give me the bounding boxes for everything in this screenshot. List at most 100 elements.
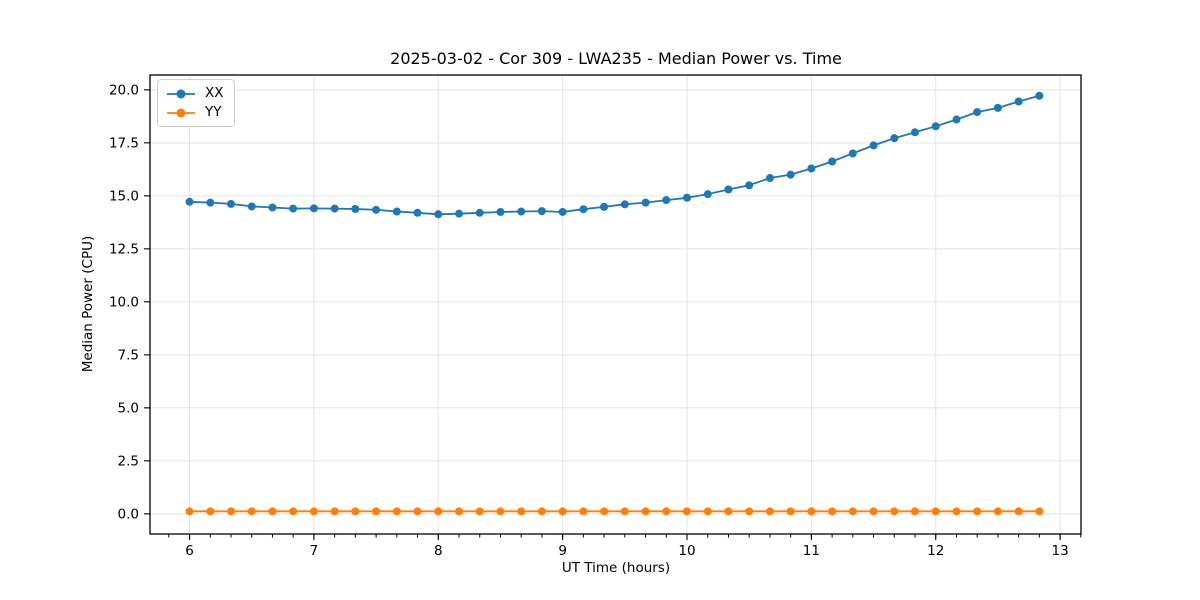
x-tick-label: 9 (558, 543, 567, 559)
data-point-xx (952, 115, 961, 124)
data-point-yy (745, 507, 754, 516)
data-point-yy (1035, 507, 1044, 516)
data-point-yy (620, 507, 629, 516)
y-tick-label: 17.5 (109, 135, 139, 151)
data-point-xx (1014, 97, 1023, 106)
data-point-yy (993, 507, 1002, 516)
legend-marker-yy (167, 108, 195, 117)
x-tick-label: 7 (310, 543, 319, 559)
data-point-yy (1014, 507, 1023, 516)
legend-item-yy: YY (166, 104, 224, 121)
data-point-xx (993, 103, 1002, 112)
data-point-xx (268, 203, 277, 212)
plot-border (149, 74, 1082, 535)
data-point-yy (952, 507, 961, 516)
x-tick-label: 6 (185, 543, 194, 559)
data-point-yy (268, 507, 277, 516)
x-tick-label: 10 (678, 543, 695, 559)
y-axis-label: Median Power (CPU) (80, 235, 96, 373)
data-point-yy (226, 507, 235, 516)
data-point-yy (289, 507, 298, 516)
data-point-yy (807, 507, 816, 516)
data-point-xx (890, 134, 899, 143)
data-point-yy (434, 507, 443, 516)
x-axis-label: UT Time (hours) (561, 560, 671, 576)
y-tick-label: 15.0 (109, 188, 139, 204)
data-point-xx (869, 141, 878, 150)
data-point-xx (309, 204, 318, 213)
data-point-xx (1035, 91, 1044, 100)
x-tick-label: 13 (1052, 543, 1069, 559)
data-point-xx (206, 198, 215, 207)
data-point-yy (413, 507, 422, 516)
y-tick-label: 7.5 (118, 347, 139, 363)
y-tick-label: 0.0 (118, 506, 139, 522)
data-point-xx (579, 205, 588, 214)
data-point-yy (765, 507, 774, 516)
data-point-xx (455, 209, 464, 218)
data-point-yy (517, 507, 526, 516)
legend: XX YY (157, 79, 235, 127)
data-point-xx (372, 205, 381, 214)
data-point-xx (434, 210, 443, 219)
data-point-xx (828, 157, 837, 166)
data-point-yy (247, 507, 256, 516)
data-point-yy (724, 507, 733, 516)
data-point-xx (351, 204, 360, 213)
data-point-xx (662, 196, 671, 205)
data-point-yy (537, 507, 546, 516)
data-point-xx (185, 197, 194, 206)
data-point-yy (786, 507, 795, 516)
data-point-xx (745, 181, 754, 190)
data-point-yy (662, 507, 671, 516)
data-point-yy (206, 507, 215, 516)
data-point-xx (413, 208, 422, 217)
data-point-yy (641, 507, 650, 516)
legend-label-xx: XX (205, 85, 224, 101)
data-point-xx (496, 207, 505, 216)
data-point-xx (724, 185, 733, 194)
data-point-yy (185, 507, 194, 516)
data-point-yy (579, 507, 588, 516)
legend-marker-xx (167, 89, 195, 98)
data-point-yy (890, 507, 899, 516)
y-tick-label: 10.0 (109, 294, 139, 310)
data-point-xx (683, 193, 692, 202)
data-point-xx (537, 207, 546, 216)
legend-label-yy: YY (205, 104, 222, 120)
data-point-xx (931, 122, 940, 131)
data-point-xx (703, 190, 712, 199)
x-tick-label: 11 (803, 543, 820, 559)
chart-title: 2025-03-02 - Cor 309 - LWA235 - Median P… (390, 49, 842, 68)
data-point-yy (910, 507, 919, 516)
data-point-xx (973, 108, 982, 117)
data-point-xx (786, 170, 795, 179)
data-point-xx (600, 202, 609, 211)
data-point-yy (931, 507, 940, 516)
data-point-xx (289, 204, 298, 213)
series-line-xx (188, 94, 1041, 216)
data-point-xx (807, 164, 816, 173)
data-point-yy (703, 507, 712, 516)
data-point-xx (330, 204, 339, 213)
data-point-xx (910, 128, 919, 137)
data-point-yy (973, 507, 982, 516)
y-tick-label: 12.5 (109, 241, 139, 257)
x-tick-label: 8 (434, 543, 443, 559)
data-point-xx (641, 198, 650, 207)
data-point-xx (475, 208, 484, 217)
data-point-yy (475, 507, 484, 516)
data-point-yy (455, 507, 464, 516)
x-tick-label: 12 (927, 543, 944, 559)
data-point-yy (869, 507, 878, 516)
data-point-xx (517, 207, 526, 216)
data-point-xx (558, 207, 567, 216)
data-point-yy (558, 507, 567, 516)
data-point-xx (765, 174, 774, 183)
data-point-yy (372, 507, 381, 516)
data-point-yy (828, 507, 837, 516)
data-point-yy (496, 507, 505, 516)
data-point-yy (392, 507, 401, 516)
y-tick-label: 2.5 (118, 453, 139, 469)
